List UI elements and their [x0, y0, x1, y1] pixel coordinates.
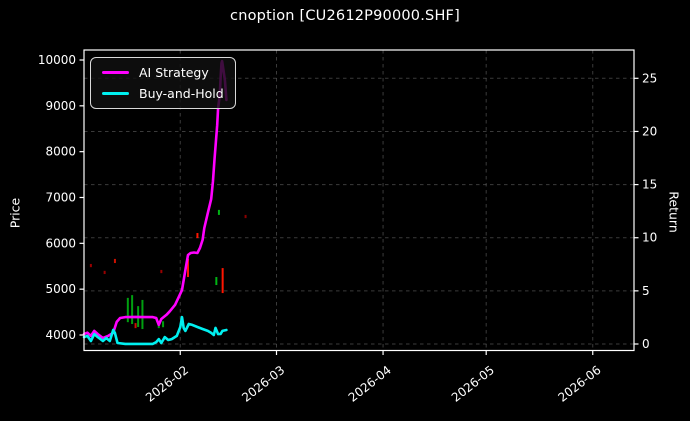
x-axis-tick-label: 2026-06	[555, 363, 603, 405]
y-axis-label-price: Price	[7, 197, 23, 229]
buy-and-hold-line-swatch	[102, 92, 129, 95]
y-right-tick-label: 0	[642, 337, 650, 351]
y-left-tick-label: 7000	[45, 191, 76, 205]
y-left-tick-label: 6000	[45, 236, 76, 250]
legend-label-buy-and-hold: Buy-and-Hold	[139, 86, 224, 101]
y-right-tick-label: 25	[642, 71, 657, 85]
y-right-tick-label: 10	[642, 231, 657, 245]
y-right-tick-label: 15	[642, 178, 657, 192]
y-axis-label-return: Return	[666, 191, 682, 233]
y-right-tick-label: 5	[642, 284, 650, 298]
x-axis-tick-label: 2026-04	[346, 363, 394, 405]
x-axis-tick-label: 2026-03	[239, 363, 287, 405]
buy-and-hold-line	[82, 315, 228, 346]
y-left-tick-label: 5000	[45, 282, 76, 296]
y-left-tick-label: 8000	[45, 145, 76, 159]
y-right-tick-label: 20	[642, 124, 657, 138]
y-left-tick-label: 9000	[45, 99, 76, 113]
legend-item-ai-strategy: AI Strategy	[102, 65, 224, 80]
x-axis-tick-label: 2026-02	[143, 363, 191, 405]
ai-strategy-line-swatch	[102, 71, 129, 74]
x-axis-tick-label: 2026-05	[449, 363, 497, 405]
chart-title: cnoption [CU2612P90000.SHF]	[230, 8, 460, 24]
y-left-tick-label: 4000	[45, 328, 76, 342]
legend: AI Strategy Buy-and-Hold	[90, 57, 236, 109]
y-left-tick-label: 10000	[38, 53, 76, 67]
legend-label-ai-strategy: AI Strategy	[139, 65, 209, 80]
axes-spines	[83, 49, 635, 352]
legend-item-buy-and-hold: Buy-and-Hold	[102, 86, 224, 101]
